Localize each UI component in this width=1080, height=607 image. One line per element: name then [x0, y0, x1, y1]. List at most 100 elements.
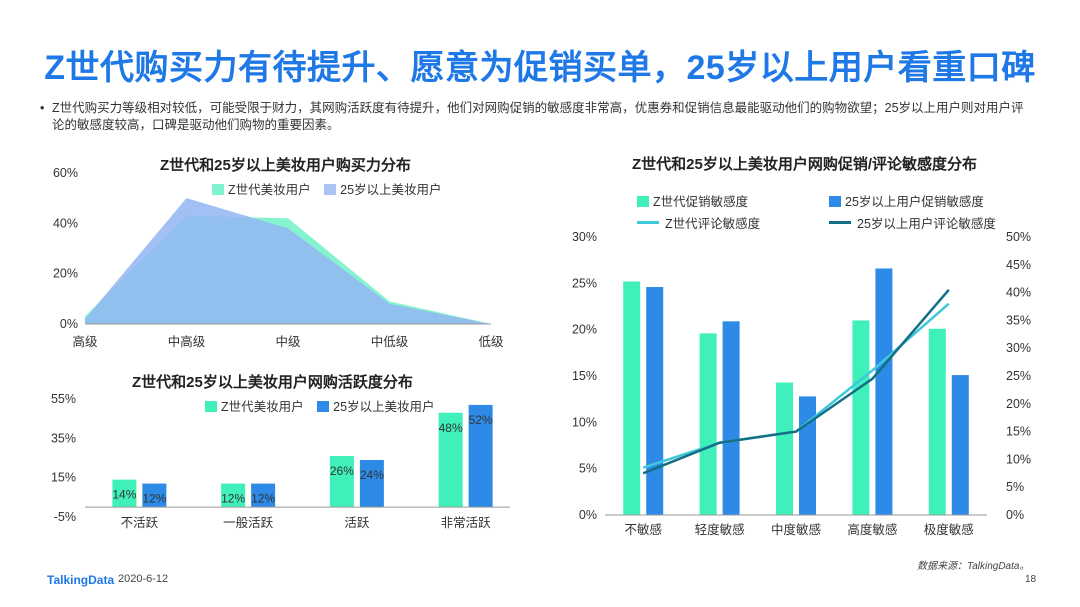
bar-1 [251, 483, 276, 508]
y-right-tick-label: 0% [1006, 508, 1024, 522]
y-tick-label: 0% [60, 317, 78, 331]
legend-label: 25岁以上美妆用户 [340, 183, 442, 197]
legend-swatch [205, 401, 217, 412]
y-right-tick-label: 10% [1006, 452, 1031, 466]
bar-data-label: 12% [142, 492, 166, 506]
chart3-combo-svg: 0% 5% 10% 15% 20% 25% 30% 0% 5% 10% 15% 20% 25% 30% 35… [572, 230, 1031, 537]
y-right-tick-label: 40% [1006, 286, 1031, 300]
legend-label: 25岁以上美妆用户 [333, 400, 435, 414]
bar-0 [112, 479, 137, 508]
bar-0 [329, 456, 354, 508]
bar-1 [142, 483, 167, 508]
bar-data-label: 26% [330, 464, 354, 478]
x-tick-label: 低级 [478, 335, 504, 349]
x-tick-label: 中级 [275, 334, 301, 349]
bar-0 [852, 320, 870, 515]
y-right-tick-label: 25% [1006, 369, 1031, 383]
x-tick-label: 极度敏感 [924, 522, 974, 537]
legend-label: Z世代美妆用户 [228, 183, 311, 197]
x-tick-label: 高度敏感 [847, 522, 897, 537]
y-left-tick-label: 30% [572, 230, 597, 244]
chart3-legend-item-z-review: Z世代评论敏感度 [637, 213, 760, 236]
y-right-tick-label: 30% [1006, 341, 1031, 355]
y-right-tick-label: 45% [1006, 258, 1031, 272]
y-tick-label: -5% [54, 510, 76, 524]
chart3-legend-item-25-promo: 25岁以上用户促销敏感度 [829, 191, 984, 214]
bar-0 [623, 281, 641, 515]
chart2-legend-item-25: 25岁以上美妆用户 [317, 396, 435, 415]
bar-1 [951, 375, 969, 515]
y-left-tick-label: 25% [572, 276, 597, 290]
chart2-legend-item-z: Z世代美妆用户 [205, 396, 304, 415]
legend-swatch [829, 196, 841, 207]
page-title: Z世代购买力有待提升、愿意为促销买单，25岁以上用户看重口碑 [44, 49, 1036, 87]
chart2-title: Z世代和25岁以上美妆用户网购活跃度分布 [132, 374, 413, 391]
bar-data-label: 52% [469, 413, 493, 427]
bar-0 [699, 333, 717, 515]
legend-label: 25岁以上用户促销敏感度 [845, 195, 984, 209]
bar-data-label: 48% [439, 421, 463, 435]
x-tick-label: 高级 [72, 334, 98, 349]
chart1-legend: Z世代美妆用户 25岁以上美妆用户 [212, 179, 452, 198]
x-tick-label: 中低级 [371, 334, 409, 349]
chart1-title: Z世代和25岁以上美妆用户购买力分布 [160, 157, 411, 174]
legend-swatch [212, 184, 224, 195]
bar-0 [221, 483, 246, 508]
legend-swatch [637, 196, 649, 207]
bullet-marker: • [40, 101, 45, 115]
chart1-legend-item-z: Z世代美妆用户 [212, 179, 311, 198]
legend-label: Z世代评论敏感度 [665, 217, 761, 231]
x-tick-label: 非常活跃 [441, 516, 492, 530]
talkingdata-logo: TalkingData [47, 573, 115, 587]
legend-swatch [324, 184, 337, 195]
y-left-tick-label: 5% [579, 462, 597, 476]
legend-label: Z世代美妆用户 [221, 400, 304, 414]
line-series-0 [642, 302, 950, 469]
chart1-area-svg: 0% 20% 40% 60% 高级 中高级 中级 中低级 低级 [53, 166, 504, 349]
area-series-1 [85, 198, 491, 324]
chart3-legend-item-25-review: 25岁以上用户评论敏感度 [829, 213, 996, 236]
x-tick-label: 中高级 [168, 334, 206, 349]
legend-label: 25岁以上用户评论敏感度 [857, 217, 996, 231]
page-number: 18 [1025, 574, 1037, 585]
y-right-tick-label: 15% [1006, 425, 1031, 439]
x-tick-label: 轻度敏感 [695, 522, 745, 537]
bar-0 [438, 412, 463, 508]
bar-1 [875, 268, 893, 515]
chart1-legend-item-25: 25岁以上美妆用户 [324, 179, 442, 198]
y-tick-label: 20% [53, 267, 78, 281]
bar-data-label: 12% [251, 492, 275, 506]
chart3-legend-item-z-promo: Z世代促销敏感度 [637, 191, 748, 214]
report-date: 2020-6-12 [118, 573, 169, 585]
line-series-1 [642, 289, 950, 475]
legend-line [637, 221, 659, 224]
x-tick-label: 不敏感 [624, 522, 662, 537]
chart3-title: Z世代和25岁以上美妆用户网购促销/评论敏感度分布 [632, 156, 978, 173]
y-tick-label: 35% [51, 431, 76, 445]
bar-data-label: 14% [112, 488, 136, 502]
y-tick-label: 55% [51, 392, 76, 406]
y-right-tick-label: 50% [1006, 230, 1031, 244]
legend-line [829, 221, 851, 224]
bar-data-label: 24% [360, 468, 384, 482]
bar-1 [468, 404, 493, 508]
y-left-tick-label: 20% [572, 323, 597, 337]
bar-0 [776, 382, 793, 515]
legend-label: Z世代促销敏感度 [653, 195, 749, 209]
x-tick-label: 活跃 [344, 516, 370, 530]
bar-0 [928, 328, 946, 515]
data-source: 数据来源：TalkingData。 [917, 561, 1030, 572]
y-tick-label: 60% [53, 166, 78, 180]
bar-1 [359, 459, 384, 508]
bar-1 [722, 321, 740, 515]
y-left-tick-label: 15% [572, 369, 597, 383]
y-right-tick-label: 20% [1006, 397, 1031, 411]
legend-swatch [317, 401, 330, 412]
summary-text: Z世代购买力等级相对较低，可能受限于财力，其网购活跃度有待提升，他们对网购促销的… [52, 101, 1024, 132]
y-left-tick-label: 10% [572, 415, 597, 429]
chart2-legend: Z世代美妆用户 25岁以上美妆用户 [205, 396, 445, 415]
chart2-bar-svg: -5% 15% 35% 55% 14% 12% 不活跃 12% 12% 一般活跃 26% 24% 活跃 4… [51, 392, 510, 530]
bar-1 [799, 396, 816, 515]
y-tick-label: 15% [51, 471, 76, 485]
bar-1 [646, 287, 664, 515]
